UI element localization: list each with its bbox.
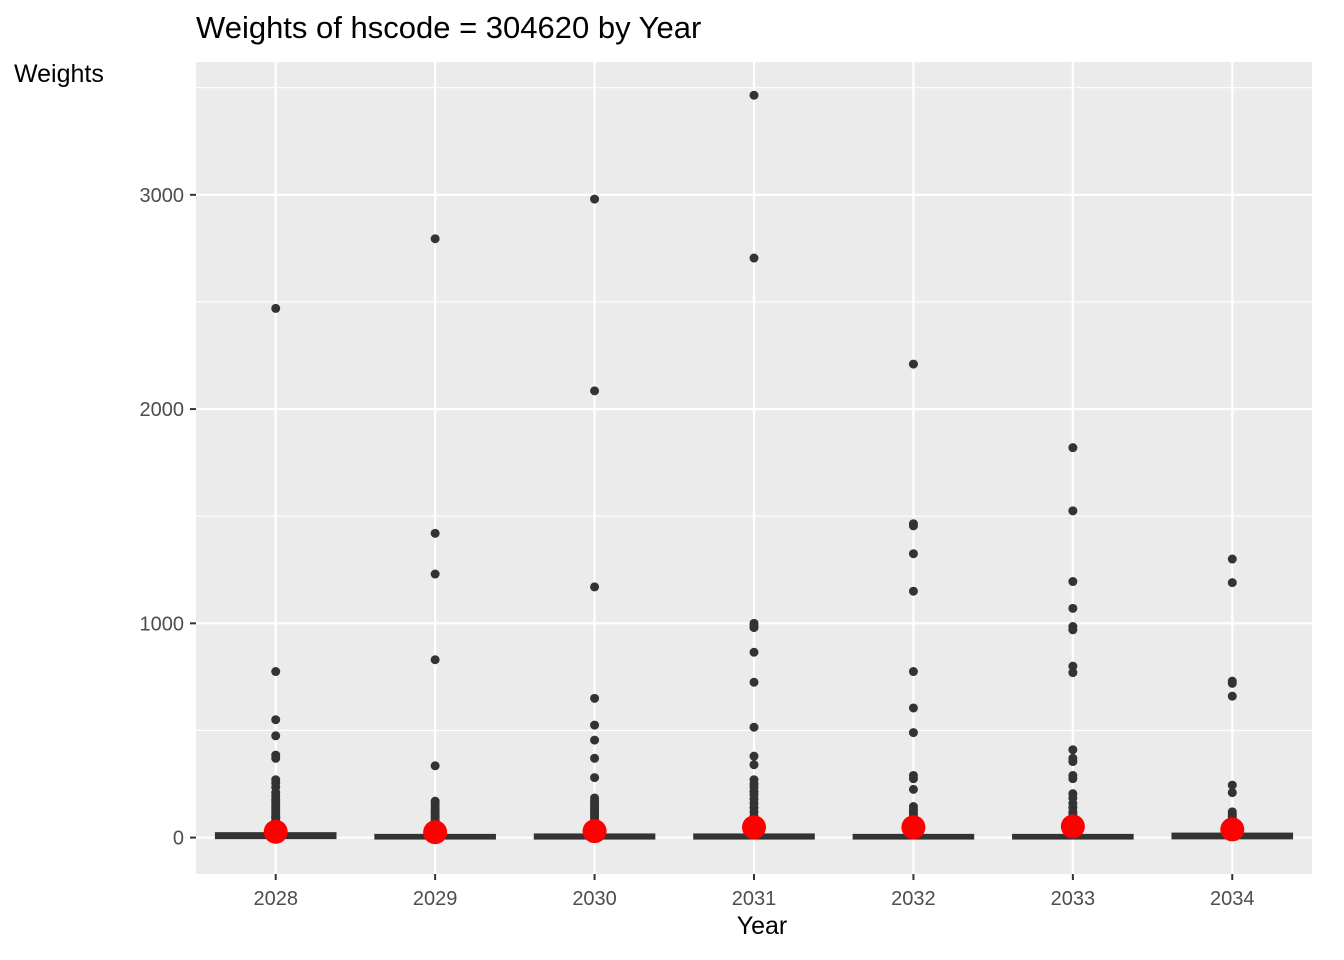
outlier-point bbox=[590, 720, 600, 730]
outlier-point bbox=[430, 234, 440, 244]
mean-marker bbox=[742, 815, 766, 840]
outlier-point bbox=[1068, 625, 1078, 635]
outlier-point bbox=[1227, 780, 1237, 790]
y-axis-title: Weights bbox=[14, 60, 104, 88]
y-tick-label: 3000 bbox=[140, 185, 185, 207]
outlier-point bbox=[908, 667, 918, 677]
outlier-point bbox=[908, 359, 918, 369]
outlier-point bbox=[749, 751, 759, 761]
mean-marker bbox=[901, 815, 926, 840]
chart-title: Weights of hscode = 304620 by Year bbox=[196, 10, 702, 45]
outlier-point bbox=[590, 386, 600, 396]
outlier-point bbox=[749, 760, 759, 770]
outlier-point bbox=[1227, 578, 1237, 588]
outlier-point bbox=[430, 761, 440, 771]
outlier-point bbox=[430, 528, 440, 538]
outlier-point bbox=[908, 521, 918, 531]
mean-marker bbox=[263, 819, 288, 844]
mean-marker bbox=[1060, 814, 1085, 839]
outlier-point bbox=[271, 731, 281, 741]
x-tick-label: 2032 bbox=[891, 888, 936, 910]
outlier-point bbox=[749, 623, 759, 633]
x-tick-label: 2029 bbox=[413, 888, 458, 910]
outlier-point bbox=[271, 753, 281, 763]
x-tick-label: 2028 bbox=[253, 888, 298, 910]
outlier-point bbox=[430, 569, 440, 579]
x-tick-label: 2030 bbox=[572, 888, 617, 910]
outlier-point bbox=[430, 655, 440, 665]
outlier-point bbox=[908, 703, 918, 713]
outlier-point bbox=[590, 773, 600, 783]
mean-marker bbox=[1220, 817, 1245, 842]
outlier-point bbox=[1068, 577, 1078, 587]
x-tick-label: 2033 bbox=[1051, 888, 1096, 910]
outlier-point bbox=[1227, 691, 1237, 701]
outlier-point bbox=[908, 549, 918, 559]
outlier-point bbox=[1068, 774, 1078, 784]
x-axis-title: Year bbox=[736, 912, 788, 940]
outlier-point bbox=[1068, 506, 1078, 516]
outlier-point bbox=[271, 303, 281, 313]
x-tick-label: 2031 bbox=[732, 888, 777, 910]
outlier-point bbox=[908, 728, 918, 738]
outlier-point bbox=[271, 667, 281, 677]
outlier-point bbox=[1068, 757, 1078, 767]
outlier-point bbox=[908, 774, 918, 784]
outlier-point bbox=[590, 753, 600, 763]
outlier-point bbox=[1068, 668, 1078, 678]
outlier-point bbox=[908, 784, 918, 794]
outlier-point bbox=[1227, 788, 1237, 798]
outlier-point bbox=[1068, 603, 1078, 613]
outlier-point bbox=[1068, 745, 1078, 755]
outlier-point bbox=[590, 194, 600, 204]
outlier-point bbox=[749, 722, 759, 732]
outlier-point bbox=[1068, 443, 1078, 453]
outlier-point bbox=[1227, 678, 1237, 688]
outlier-point bbox=[749, 647, 759, 657]
outlier-point bbox=[749, 253, 759, 263]
outlier-point bbox=[271, 715, 281, 725]
outlier-point bbox=[590, 735, 600, 745]
outlier-point bbox=[908, 586, 918, 596]
x-tick-label: 2034 bbox=[1210, 888, 1255, 910]
y-tick-label: 0 bbox=[173, 828, 184, 850]
outlier-point bbox=[1068, 661, 1078, 671]
outlier-point bbox=[749, 90, 759, 100]
outlier-point bbox=[749, 677, 759, 687]
y-tick-label: 2000 bbox=[140, 399, 185, 421]
mean-marker bbox=[582, 819, 607, 844]
outlier-point bbox=[1227, 554, 1237, 564]
outlier-point bbox=[590, 582, 600, 592]
y-tick-label: 1000 bbox=[140, 613, 185, 635]
outlier-point bbox=[590, 693, 600, 703]
mean-marker bbox=[423, 820, 448, 845]
